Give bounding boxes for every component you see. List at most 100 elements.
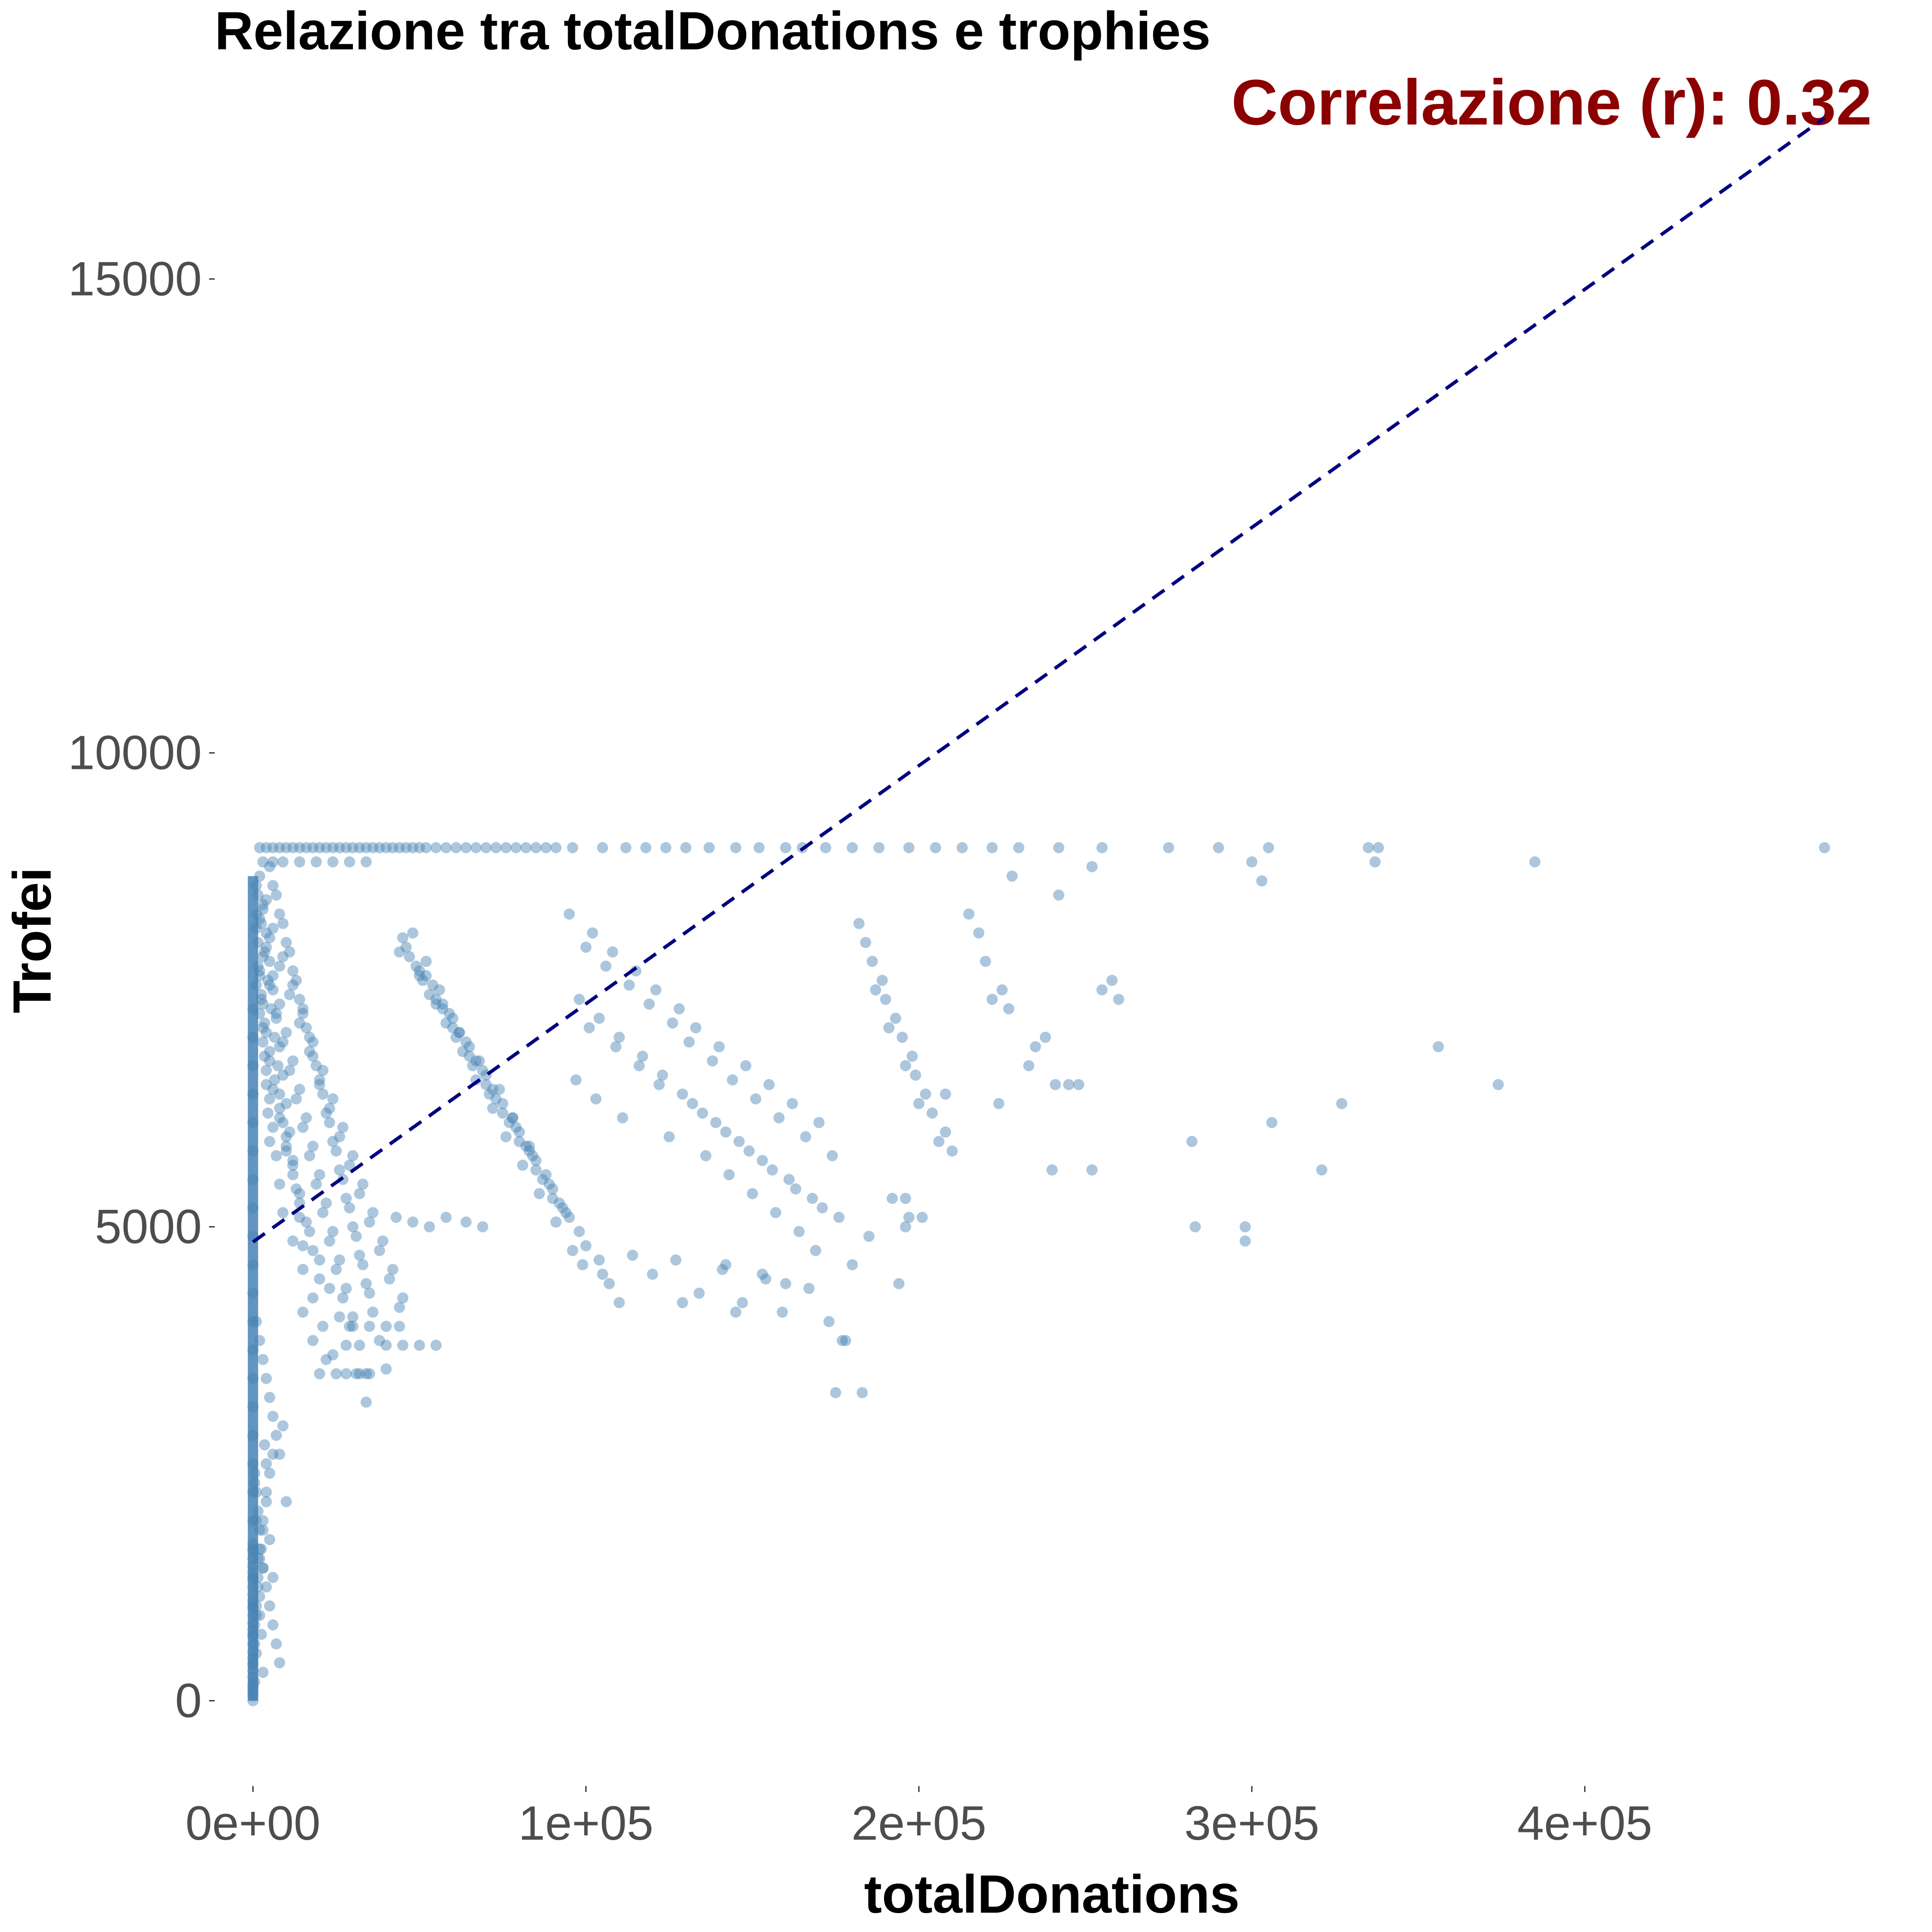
scatter-point	[297, 1008, 309, 1019]
scatter-point	[760, 1273, 772, 1285]
scatter-point	[277, 951, 289, 963]
scatter-point	[720, 1126, 732, 1138]
scatter-point	[930, 842, 941, 854]
chart-title: Relazione tra totalDonations e trophies	[215, 1, 1211, 61]
scatter-point	[1086, 861, 1098, 872]
scatter-point	[430, 1340, 442, 1351]
scatter-point	[280, 1027, 292, 1038]
scatter-point	[250, 1515, 262, 1526]
scatter-point	[267, 970, 279, 981]
scatter-point	[547, 1193, 559, 1204]
scatter-point	[817, 1202, 828, 1214]
scatter-point	[287, 1055, 299, 1067]
scatter-point	[307, 842, 319, 854]
scatter-point	[597, 842, 608, 854]
scatter-point	[1369, 856, 1381, 868]
scatter-point	[254, 970, 265, 981]
scatter-point	[257, 1667, 269, 1678]
scatter-point	[344, 1160, 355, 1171]
scatter-point	[1096, 984, 1108, 996]
trend-line	[252, 116, 1826, 1244]
scatter-point	[487, 1084, 498, 1095]
scatter-point	[1053, 842, 1064, 854]
scatter-point	[270, 1430, 282, 1441]
scatter-point	[354, 1188, 365, 1200]
scatter-point	[259, 946, 270, 958]
scatter-point	[440, 842, 452, 854]
scatter-point	[607, 946, 618, 958]
scatter-point	[887, 1193, 898, 1204]
scatter-point	[261, 1373, 272, 1384]
scatter-point	[534, 1188, 545, 1200]
scatter-point	[250, 880, 262, 891]
scatter-point	[287, 1235, 299, 1247]
scatter-point	[280, 937, 292, 948]
scatter-point	[247, 1683, 259, 1695]
scatter-point	[291, 1183, 302, 1195]
scatter-point	[301, 1216, 312, 1228]
scatter-point	[257, 1562, 269, 1574]
scatter-point	[517, 1160, 529, 1171]
scatter-point	[986, 842, 998, 854]
scatter-point	[860, 937, 872, 948]
scatter-point	[374, 1335, 385, 1346]
scatter-point	[267, 1572, 279, 1583]
scatter-point	[440, 1212, 452, 1223]
scatter-point	[297, 1240, 309, 1252]
scatter-point	[866, 956, 878, 967]
scatter-point	[1256, 875, 1267, 887]
scatter-point	[610, 1041, 622, 1052]
scatter-point	[344, 1202, 355, 1214]
scatter-point	[540, 842, 552, 854]
scatter-point	[497, 1098, 508, 1109]
scatter-point	[840, 1335, 851, 1346]
scatter-point	[424, 1221, 435, 1233]
scatter-point	[577, 1259, 588, 1270]
scatter-point	[687, 1098, 698, 1109]
scatter-point	[367, 842, 379, 854]
scatter-point	[267, 984, 279, 996]
scatter-point	[1039, 1032, 1051, 1043]
correlation-annotation: Correlazione (r): 0.32	[1231, 66, 1872, 138]
scatter-point	[560, 1207, 572, 1218]
scatter-point	[310, 1060, 322, 1072]
scatter-point	[287, 1155, 299, 1166]
scatter-point	[520, 1140, 532, 1152]
scatter-point	[247, 1259, 259, 1270]
scatter-point	[1003, 1003, 1015, 1015]
scatter-point	[740, 1060, 751, 1072]
scatter-point	[250, 1486, 262, 1498]
scatter-point	[390, 1212, 402, 1223]
scatter-point	[337, 1292, 349, 1304]
scatter-point	[287, 965, 299, 977]
scatter-point	[743, 1145, 755, 1157]
scatter-point	[307, 1051, 319, 1062]
scatter-point	[310, 1179, 322, 1190]
scatter-point	[400, 842, 412, 854]
scatter-point	[257, 1562, 269, 1574]
scatter-point	[394, 1321, 405, 1332]
scatter-point	[254, 1008, 265, 1019]
y-axis: 0 5000 10000 15000	[68, 252, 215, 1727]
scatter-point	[813, 1117, 825, 1128]
scatter-point	[254, 870, 265, 882]
scatter-point	[297, 1121, 309, 1133]
scatter-point	[447, 1022, 459, 1033]
scatter-point	[320, 1197, 332, 1209]
scatter-point	[304, 1046, 315, 1057]
scatter-point	[247, 1659, 259, 1671]
scatter-point	[1213, 842, 1224, 854]
scatter-point	[247, 1202, 259, 1214]
scatter-point	[247, 1515, 259, 1526]
scatter-point	[304, 1032, 315, 1043]
scatter-point	[277, 1207, 289, 1218]
scatter-point	[620, 842, 632, 854]
scatter-point	[334, 1254, 345, 1266]
scatter-point	[264, 1467, 275, 1479]
scatter-point	[334, 1311, 345, 1323]
scatter-point	[777, 1306, 788, 1318]
scatter-point	[447, 1012, 459, 1024]
scatter-point	[367, 1306, 379, 1318]
scatter-point	[730, 842, 741, 854]
scatter-point	[255, 993, 267, 1005]
